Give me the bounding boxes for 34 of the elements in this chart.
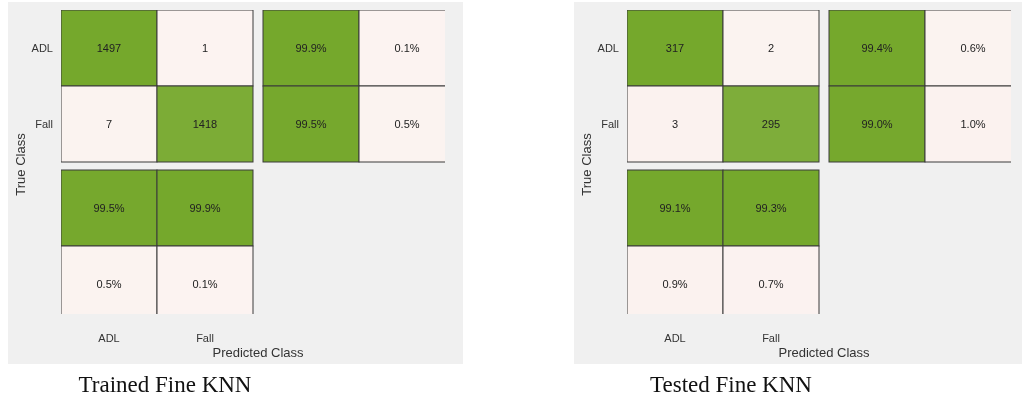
y-axis-title: True Class [578, 132, 594, 198]
text: Trained Fine KNN [77, 372, 253, 398]
x-tick-label: ADL [98, 331, 120, 344]
data-label: 1497 [96, 42, 122, 54]
x-tick-label: ADL [664, 331, 686, 344]
data-label: 99.0% [861, 118, 893, 130]
data-label: 0.1% [192, 278, 218, 290]
data-label: 0.9% [662, 278, 688, 290]
data-label: 1418 [192, 118, 218, 130]
data-label: 295 [761, 118, 781, 130]
x-axis-title: Predicted Class [211, 345, 305, 360]
data-label: 1 [201, 42, 209, 54]
data-label: 99.1% [659, 202, 691, 214]
data-label: 0.1% [394, 42, 420, 54]
data-label: 1.0% [960, 118, 986, 130]
data-label: 99.5% [93, 202, 125, 214]
data-label: 0.5% [394, 118, 420, 130]
data-label: 0.7% [758, 278, 784, 290]
data-label: 2 [767, 42, 775, 54]
x-axis-title: Predicted Class [777, 345, 871, 360]
y-axis-title: True Class [12, 132, 28, 198]
data-label: 317 [665, 42, 685, 54]
data-label: 3 [671, 118, 679, 130]
data-label: 0.6% [960, 42, 986, 54]
data-label: 99.9% [295, 42, 327, 54]
data-label: 7 [105, 118, 113, 130]
data-label: 99.4% [861, 42, 893, 54]
data-label: 99.5% [295, 118, 327, 130]
data-label: 0.5% [96, 278, 122, 290]
data-label: 99.3% [755, 202, 787, 214]
text: Tested Fine KNN [649, 372, 813, 398]
x-tick-label: Fall [762, 331, 780, 344]
data-label: 99.9% [189, 202, 221, 214]
x-tick-label: Fall [196, 331, 214, 344]
